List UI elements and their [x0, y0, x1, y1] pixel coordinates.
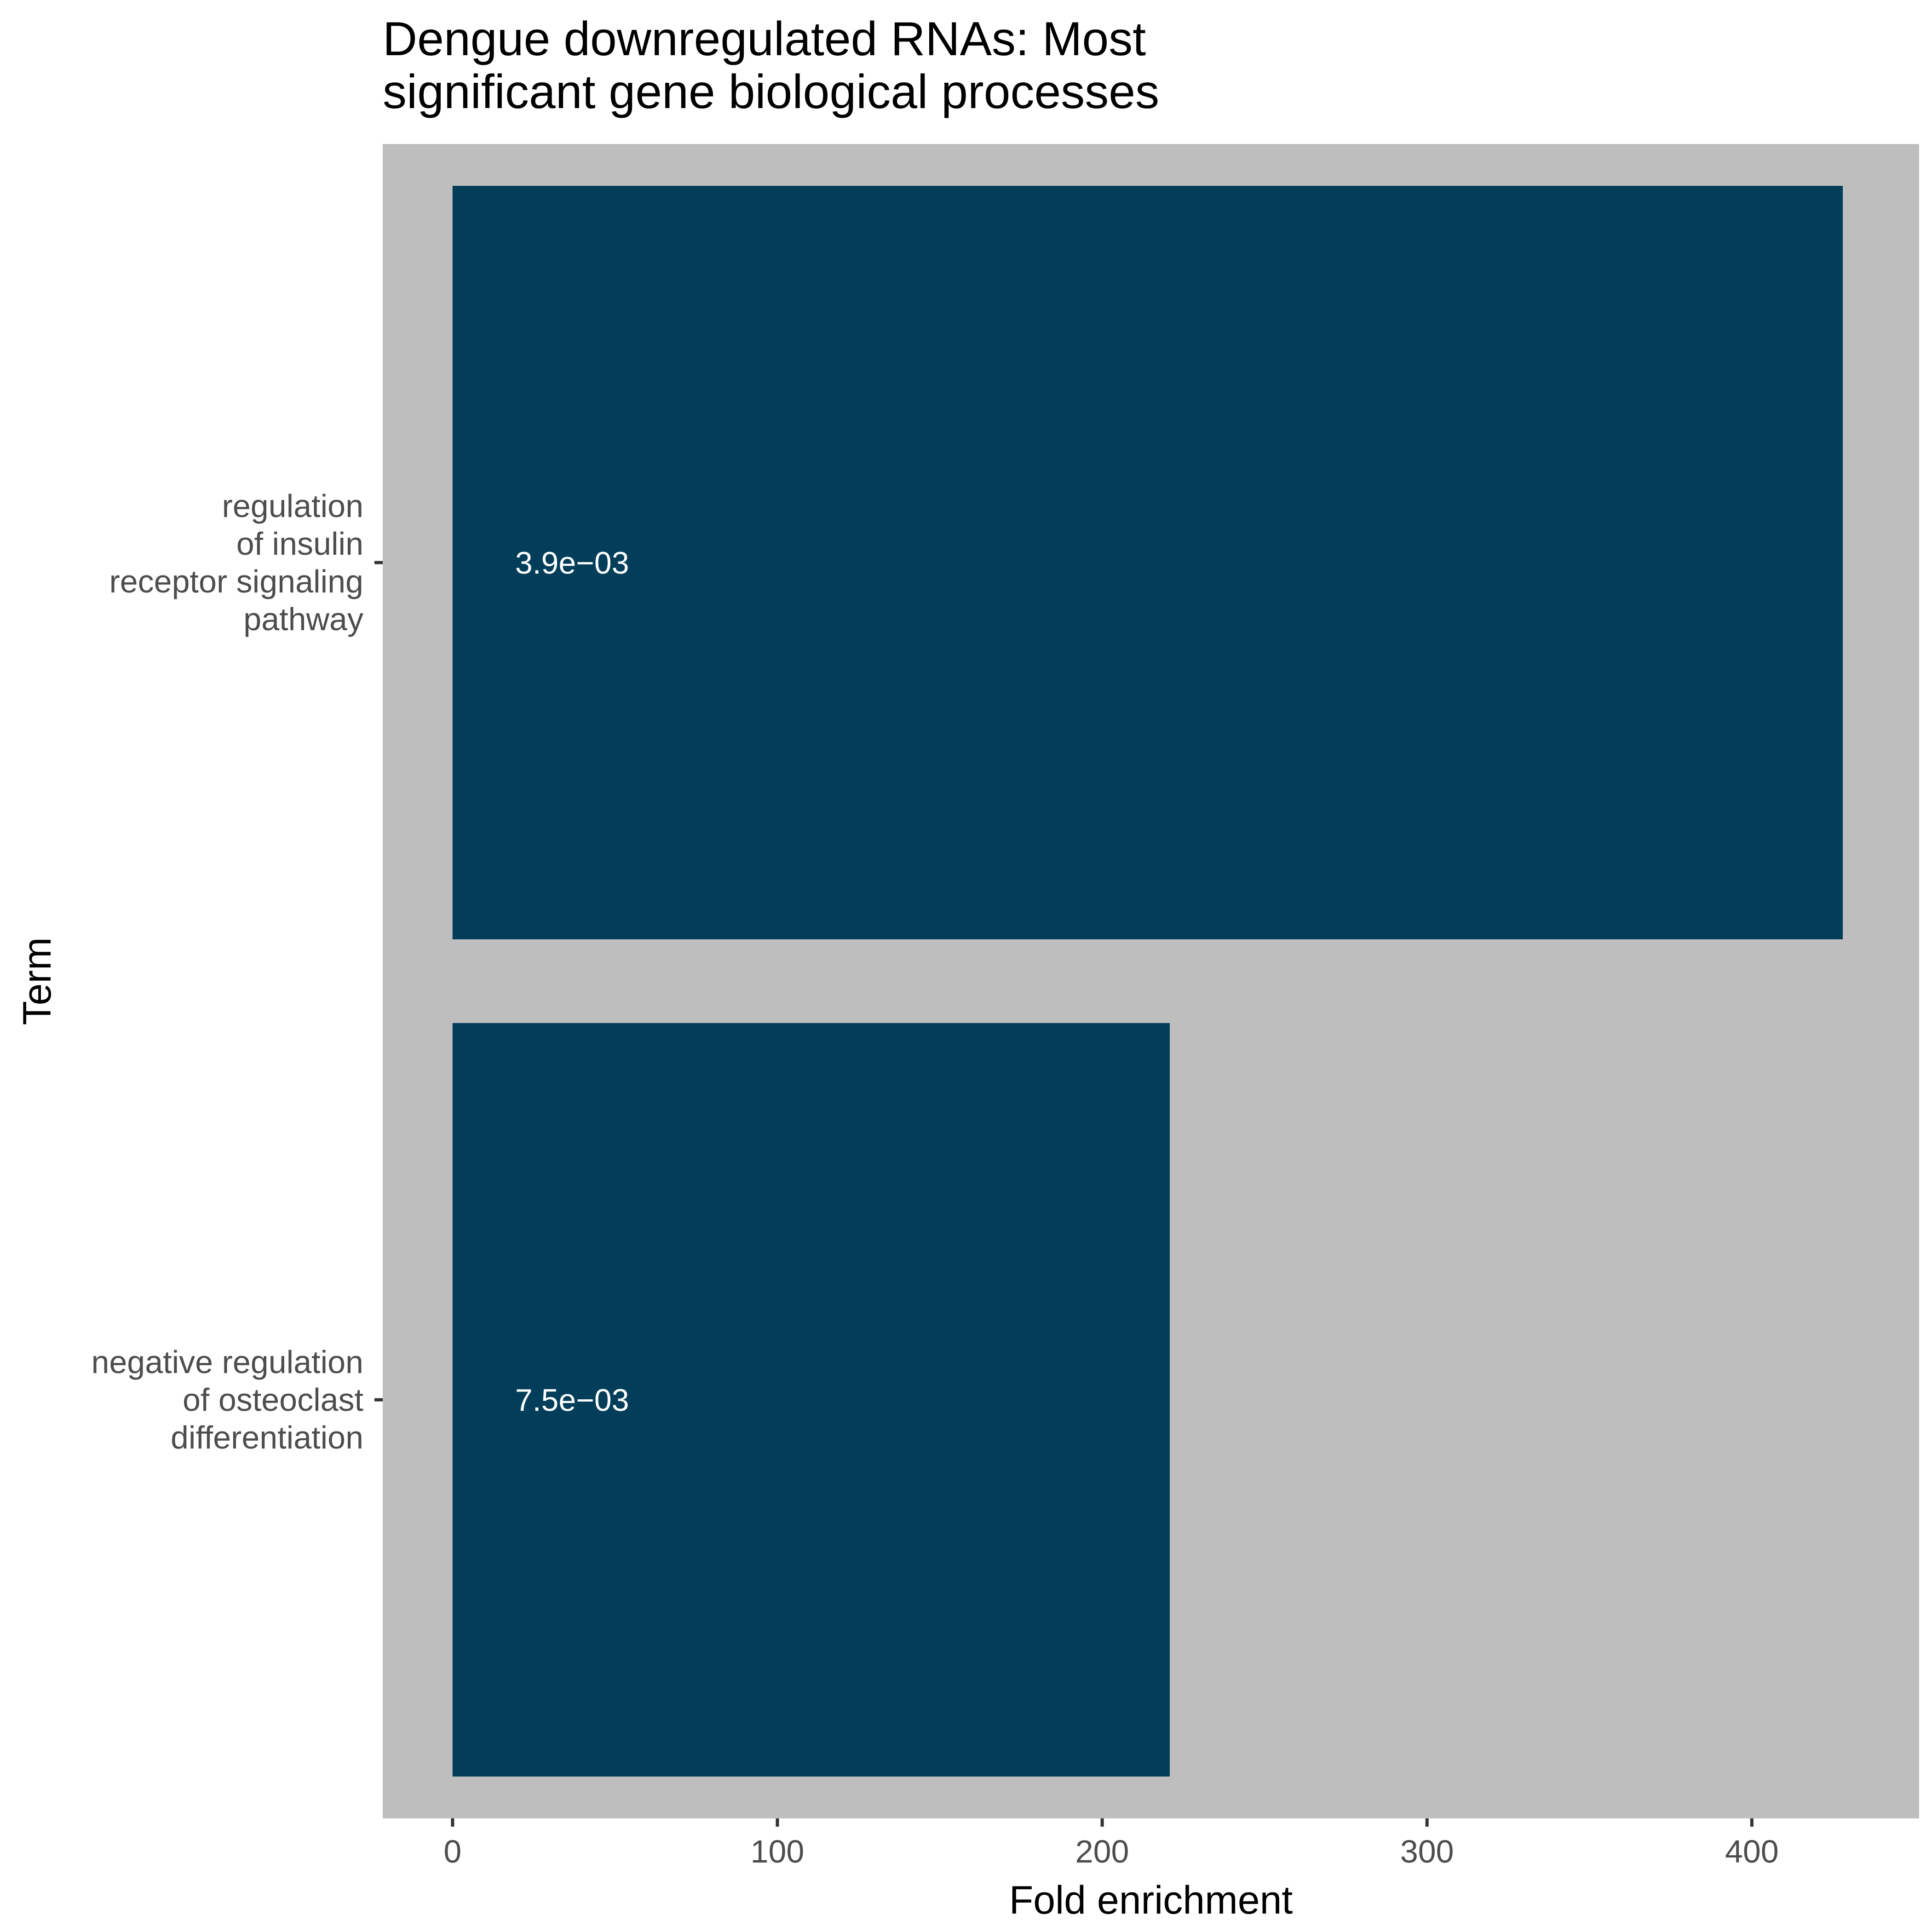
- y-axis: regulation of insulin receptor signaling pa…: [91, 488, 383, 1455]
- y-tick-label: regulation of insulin receptor signaling pa…: [109, 488, 363, 637]
- bar: [452, 186, 1843, 939]
- chart-title: Dengue downregulated RNAs: Mostsignifica…: [383, 12, 1159, 119]
- y-axis-title: Term: [15, 937, 59, 1025]
- x-tick-label: 100: [751, 1834, 805, 1869]
- y-tick-label: negative regulation of osteoclast differen…: [91, 1344, 363, 1455]
- title-line: significant gene biological processes: [383, 65, 1159, 119]
- x-tick-label: 300: [1400, 1834, 1454, 1869]
- x-tick-label: 0: [443, 1834, 461, 1869]
- title-line: Dengue downregulated RNAs: Most: [383, 12, 1146, 66]
- bar: [452, 1023, 1170, 1777]
- bar-value-label: 3.9e−03: [515, 546, 629, 581]
- x-tick-label: 400: [1725, 1834, 1779, 1869]
- bars-group: 3.9e−03 7.5e−03: [452, 186, 1843, 1777]
- x-axis: 0 100 200 300 400: [443, 1818, 1779, 1869]
- x-axis-title: Fold enrichment: [1009, 1878, 1293, 1922]
- x-tick-label: 200: [1075, 1834, 1129, 1869]
- bar-value-label: 7.5e−03: [515, 1383, 629, 1418]
